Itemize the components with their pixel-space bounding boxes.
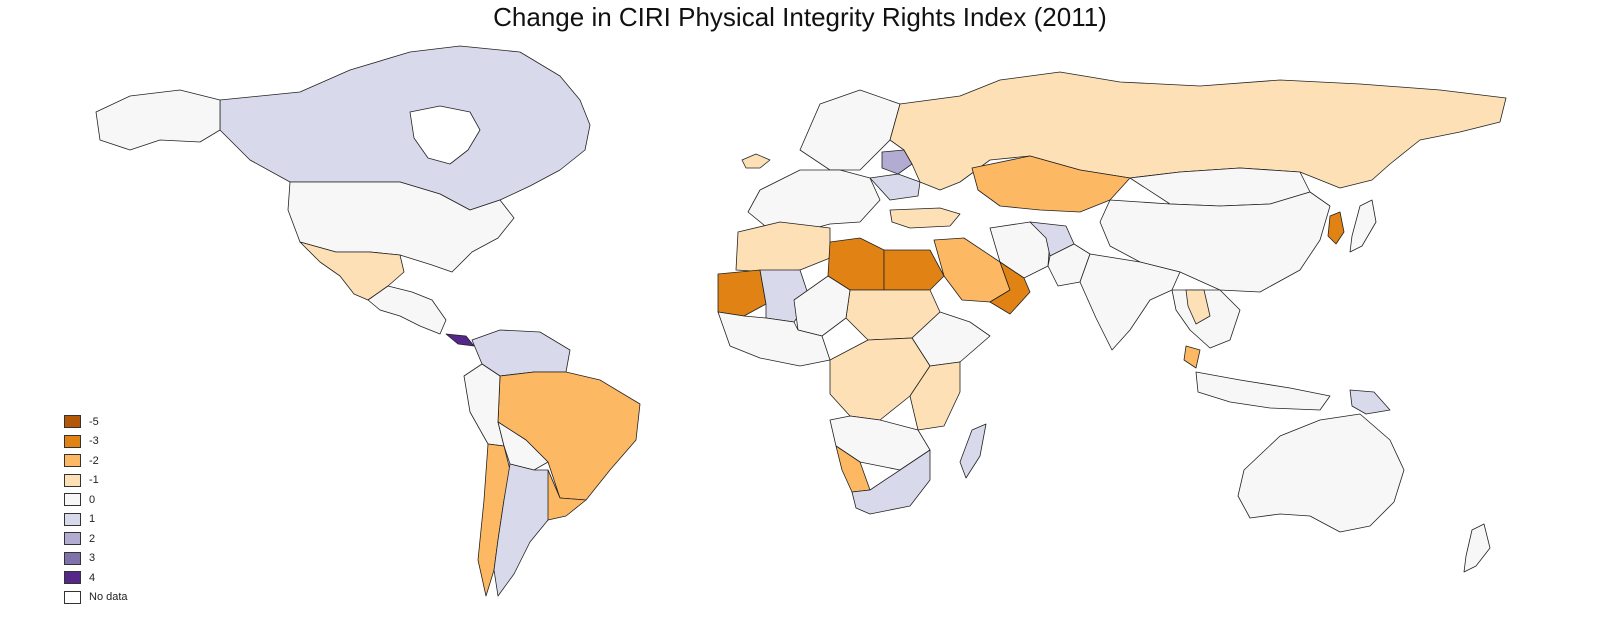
legend-item: -3 <box>64 432 184 452</box>
legend-label: 2 <box>89 532 96 545</box>
country-mauritania[interactable] <box>717 269 767 317</box>
map-title: Change in CIRI Physical Integrity Rights… <box>493 2 1107 32</box>
country-west-africa[interactable] <box>717 311 831 367</box>
legend-label: 0 <box>89 493 96 506</box>
country-japan[interactable] <box>1349 199 1377 253</box>
country-australia[interactable] <box>1237 413 1405 533</box>
country-western-europe[interactable] <box>747 169 881 233</box>
legend-item: -1 <box>64 471 184 491</box>
legend-swatch <box>64 551 81 565</box>
legend-label: -2 <box>89 454 99 467</box>
legend-item: 1 <box>64 510 184 530</box>
legend-label: No data <box>89 591 128 604</box>
legend-label: 4 <box>89 571 96 584</box>
legend-item: 0 <box>64 490 184 510</box>
country-egypt[interactable] <box>883 249 945 291</box>
legend-swatch <box>64 590 81 604</box>
legend-swatch <box>64 473 81 487</box>
country-papua-new-guinea[interactable] <box>1349 389 1391 415</box>
country-iceland[interactable] <box>741 153 771 169</box>
legend-item: 3 <box>64 549 184 569</box>
country-korea[interactable] <box>1327 211 1345 245</box>
country-malaysia[interactable] <box>1183 345 1201 369</box>
country-south-africa[interactable] <box>851 449 931 515</box>
country-russia[interactable] <box>889 71 1507 191</box>
country-peru[interactable] <box>463 363 505 447</box>
country-belarus[interactable] <box>881 149 913 175</box>
legend-item: No data <box>64 588 184 608</box>
legend-swatch <box>64 571 81 585</box>
country-alaska[interactable] <box>95 89 221 151</box>
legend: -5 -3 -2 -1 0 1 2 3 4 No data <box>64 412 184 607</box>
country-uruguay[interactable] <box>547 469 587 521</box>
legend-swatch <box>64 493 81 507</box>
legend-swatch <box>64 415 81 429</box>
legend-item: 2 <box>64 529 184 549</box>
legend-swatch <box>64 454 81 468</box>
legend-item: -2 <box>64 451 184 471</box>
country-india[interactable] <box>1079 253 1181 351</box>
country-new-zealand[interactable] <box>1463 523 1491 573</box>
legend-label: -5 <box>89 415 99 428</box>
legend-item: -5 <box>64 412 184 432</box>
country-vietnam[interactable] <box>1185 289 1211 325</box>
legend-label: -3 <box>89 435 99 448</box>
country-ukraine[interactable] <box>869 173 921 201</box>
legend-label: 1 <box>89 513 96 526</box>
country-madagascar[interactable] <box>959 423 987 479</box>
country-turkey[interactable] <box>889 207 961 229</box>
legend-label: -1 <box>89 474 99 487</box>
country-kazakhstan[interactable] <box>971 155 1131 213</box>
legend-swatch <box>64 434 81 448</box>
legend-swatch <box>64 532 81 546</box>
legend-item: 4 <box>64 568 184 588</box>
legend-label: 3 <box>89 552 96 565</box>
country-china[interactable] <box>1099 191 1331 293</box>
legend-swatch <box>64 512 81 526</box>
country-argentina[interactable] <box>493 463 561 597</box>
country-yemen-oman[interactable] <box>989 261 1031 315</box>
country-indonesia[interactable] <box>1195 371 1331 411</box>
country-greenland[interactable] <box>409 105 481 165</box>
country-panama[interactable] <box>445 333 475 347</box>
country-central-america[interactable] <box>367 285 447 335</box>
country-morocco-algeria[interactable] <box>735 221 831 273</box>
